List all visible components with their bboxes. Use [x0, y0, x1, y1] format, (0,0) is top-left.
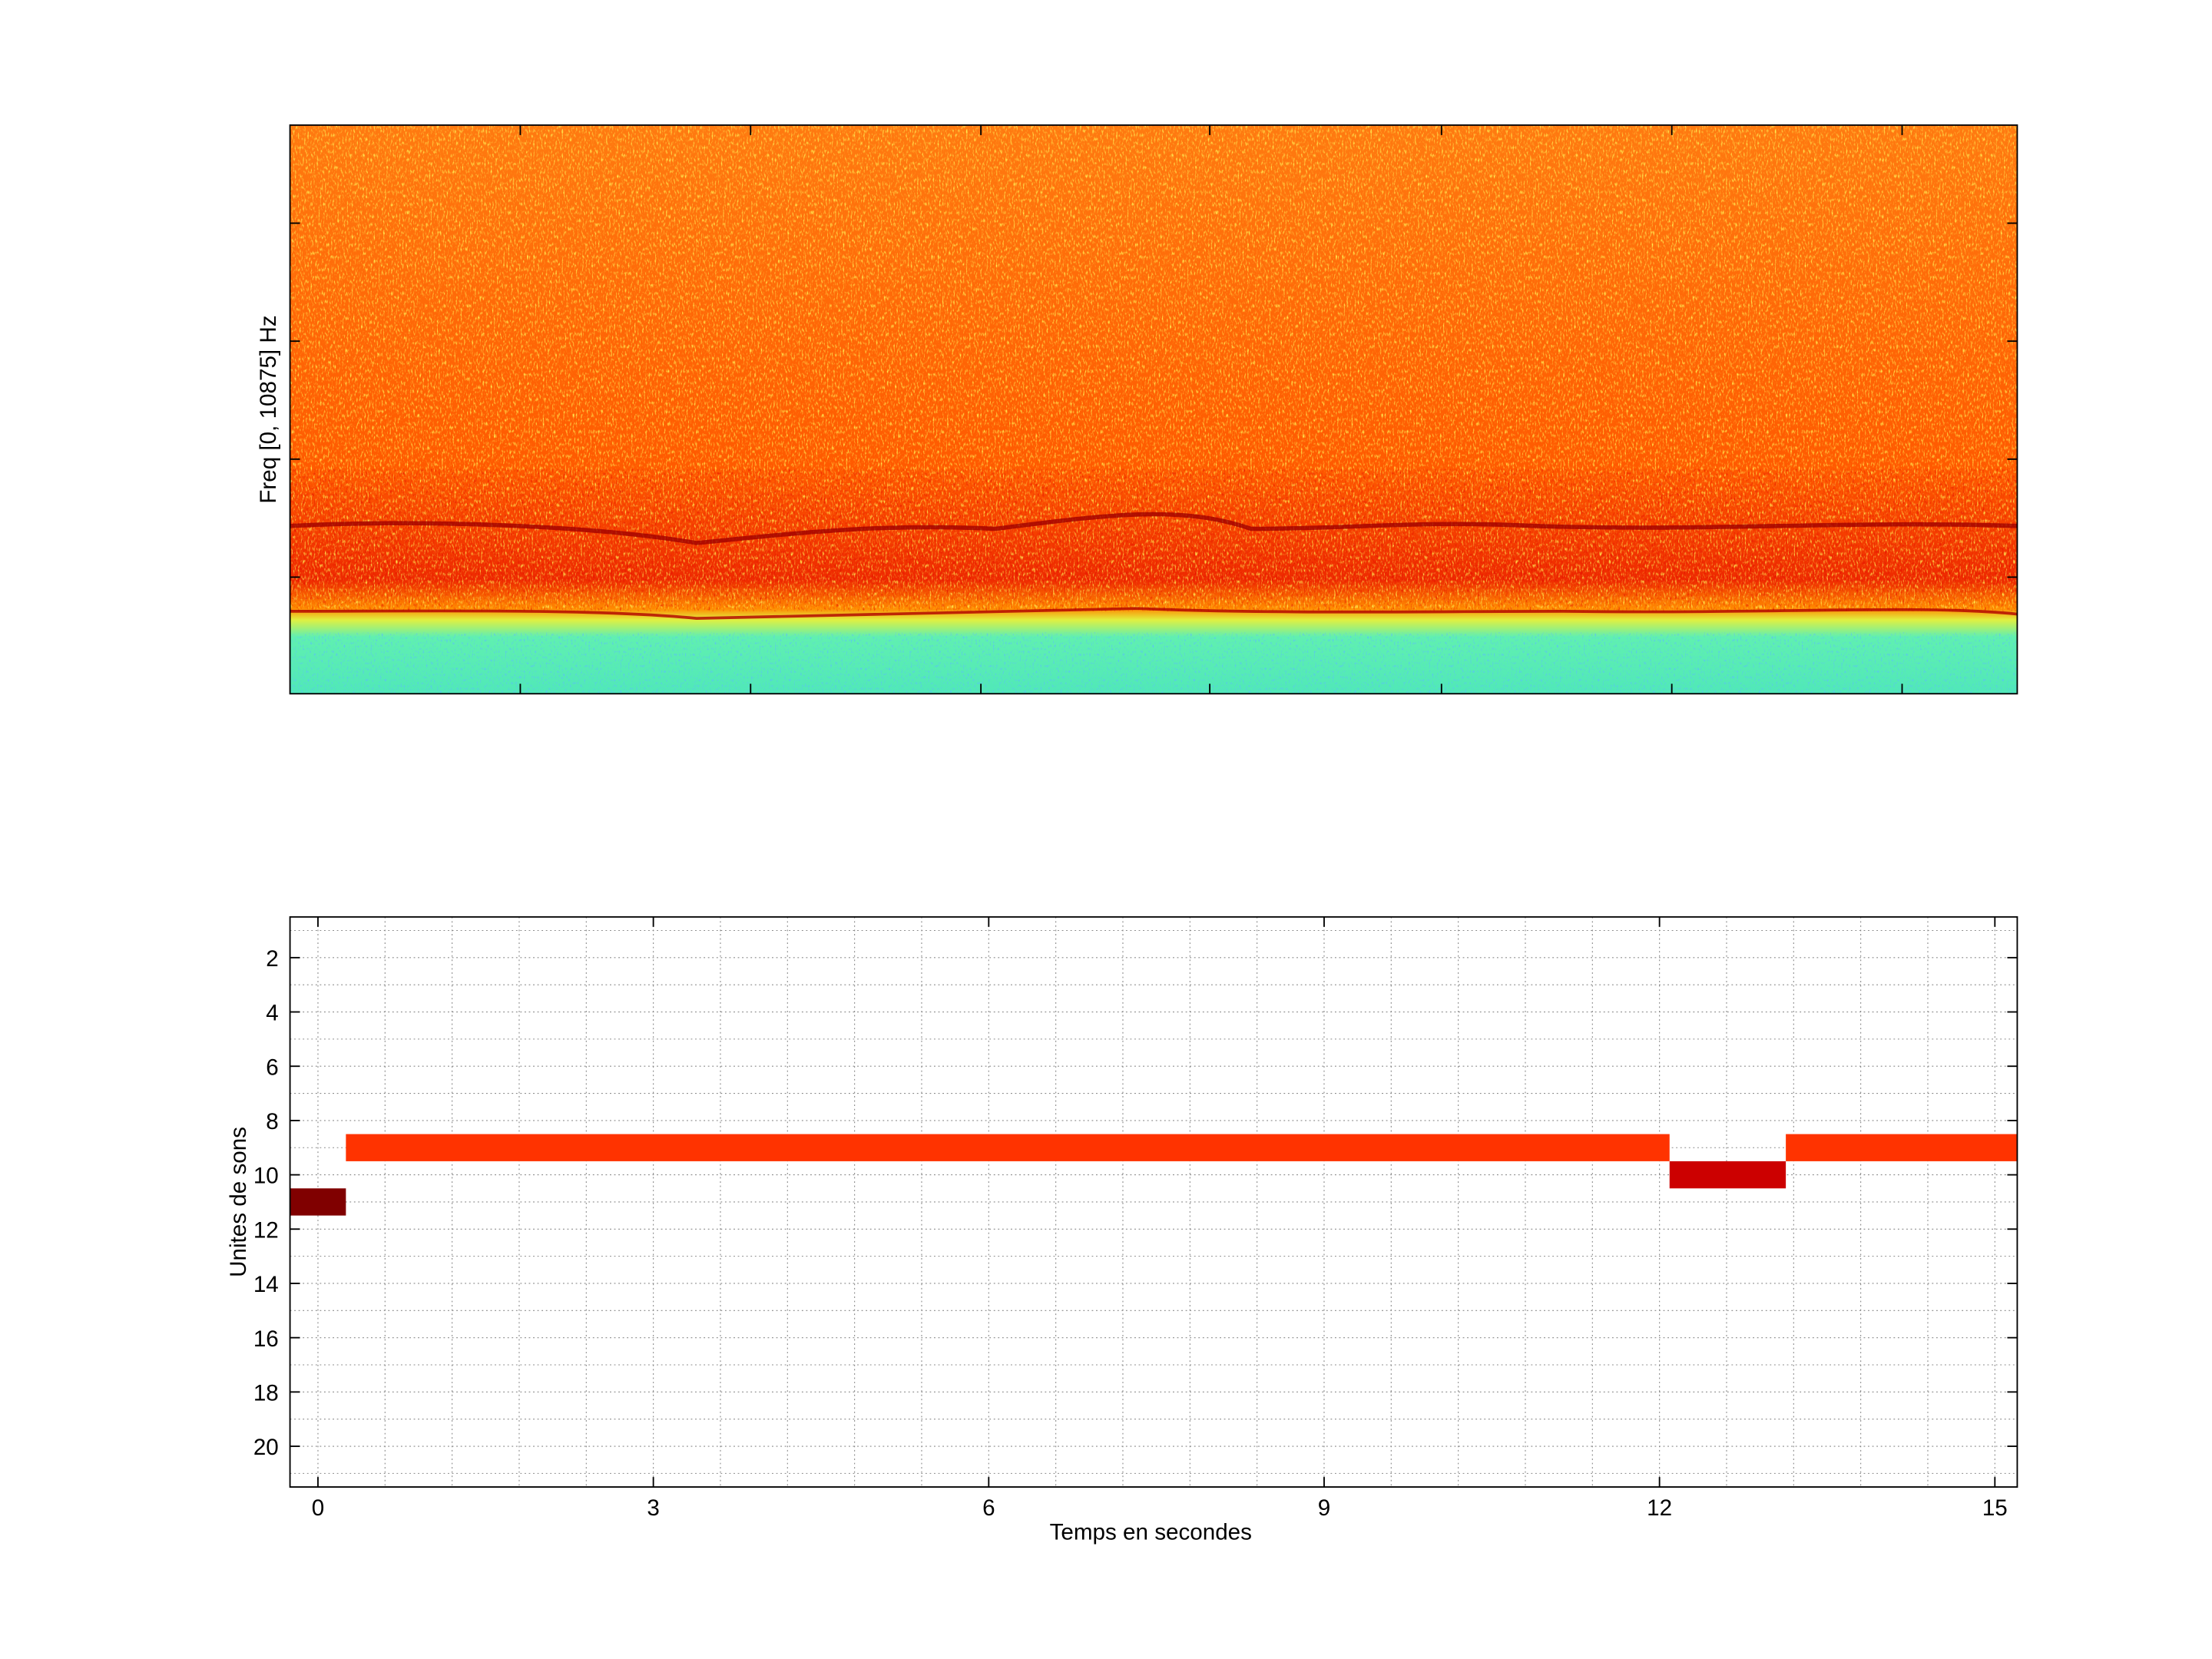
x-tick-label: 15 [1982, 1495, 2008, 1521]
harmonic [290, 512, 2018, 545]
y-axis-label: Unites de sons [226, 1127, 251, 1277]
y-tick-label: 6 [266, 1055, 278, 1080]
spectrogram-noise [290, 632, 2018, 694]
axes-frame [289, 916, 2018, 1488]
x-tick-label: 12 [1647, 1495, 1672, 1521]
spectrogram: Freq [0, 10875] Hz [256, 124, 2018, 695]
x-tick-label: 0 [312, 1495, 324, 1521]
y-tick-label: 12 [253, 1217, 279, 1243]
x-tick-label: 6 [982, 1495, 995, 1521]
y-tick-label: 18 [253, 1380, 279, 1406]
y-tick-label: 10 [253, 1164, 279, 1189]
x-axis-label: Temps en secondes [1050, 1520, 1252, 1545]
segment [1669, 1161, 1786, 1189]
ticks [290, 124, 2018, 694]
y-tick-label: 4 [266, 1001, 278, 1026]
y-tick-label: 14 [253, 1272, 279, 1297]
segment [346, 1134, 1670, 1161]
segment [1786, 1134, 2018, 1161]
segment [290, 1188, 346, 1216]
axes-frame [289, 124, 2018, 695]
spectrogram-noise [290, 469, 2018, 611]
harmonic [290, 607, 2018, 620]
tick-marks [290, 124, 2018, 694]
y-tick-label: 20 [253, 1435, 279, 1460]
x-tick-label: 9 [1318, 1495, 1330, 1521]
y-axis-label: Freq [0, 10875] Hz [256, 315, 281, 503]
y-tick-label: 2 [266, 946, 278, 972]
y-tick-label: 16 [253, 1326, 279, 1352]
x-tick-label: 3 [647, 1495, 659, 1521]
y-tick-label: 8 [266, 1109, 278, 1134]
